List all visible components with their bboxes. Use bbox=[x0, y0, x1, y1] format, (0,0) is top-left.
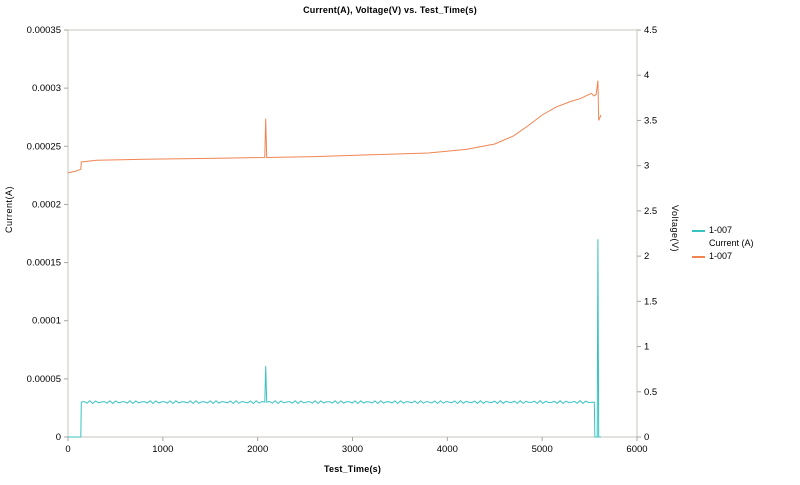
svg-text:3000: 3000 bbox=[342, 444, 363, 455]
svg-text:2000: 2000 bbox=[247, 444, 268, 455]
legend-swatch-1 bbox=[692, 255, 705, 258]
svg-text:0.00035: 0.00035 bbox=[27, 25, 61, 36]
svg-text:0: 0 bbox=[56, 432, 61, 443]
x-axis-label: Test_Time(s) bbox=[323, 464, 382, 474]
svg-text:3: 3 bbox=[644, 161, 649, 172]
svg-text:1000: 1000 bbox=[152, 444, 173, 455]
svg-text:6000: 6000 bbox=[626, 444, 647, 455]
svg-text:0.0001: 0.0001 bbox=[32, 316, 61, 327]
svg-text:5000: 5000 bbox=[532, 444, 553, 455]
legend-entry-current-line2: Current (A) bbox=[709, 237, 754, 250]
svg-text:4: 4 bbox=[644, 70, 649, 81]
svg-text:1: 1 bbox=[644, 342, 649, 353]
legend-label: 1-007 bbox=[709, 225, 733, 235]
svg-text:0.00005: 0.00005 bbox=[27, 374, 61, 385]
legend-label: Current (A) bbox=[709, 238, 754, 248]
svg-text:0.5: 0.5 bbox=[644, 387, 657, 398]
svg-text:4000: 4000 bbox=[437, 444, 458, 455]
svg-text:4.5: 4.5 bbox=[644, 25, 657, 36]
svg-text:2: 2 bbox=[644, 251, 649, 262]
svg-text:0.0003: 0.0003 bbox=[32, 83, 61, 94]
legend: 1-007 Current (A) 1-007 bbox=[692, 224, 754, 263]
svg-text:0.00025: 0.00025 bbox=[27, 141, 61, 152]
svg-text:3.5: 3.5 bbox=[644, 115, 657, 126]
svg-text:0: 0 bbox=[644, 432, 649, 443]
svg-text:2.5: 2.5 bbox=[644, 206, 657, 217]
svg-text:1.5: 1.5 bbox=[644, 296, 657, 307]
svg-text:0.00015: 0.00015 bbox=[27, 258, 61, 269]
right-axis-label: Voltage(V) bbox=[670, 205, 680, 253]
legend-entry-current: 1-007 bbox=[692, 224, 754, 237]
svg-text:0.0002: 0.0002 bbox=[32, 199, 61, 210]
legend-entry-voltage: 1-007 bbox=[692, 250, 754, 263]
chart-title: Current(A), Voltage(V) vs. Test_Time(s) bbox=[303, 5, 477, 15]
legend-label: 1-007 bbox=[709, 251, 733, 261]
legend-swatch-0 bbox=[692, 229, 705, 232]
svg-text:0: 0 bbox=[65, 444, 70, 455]
